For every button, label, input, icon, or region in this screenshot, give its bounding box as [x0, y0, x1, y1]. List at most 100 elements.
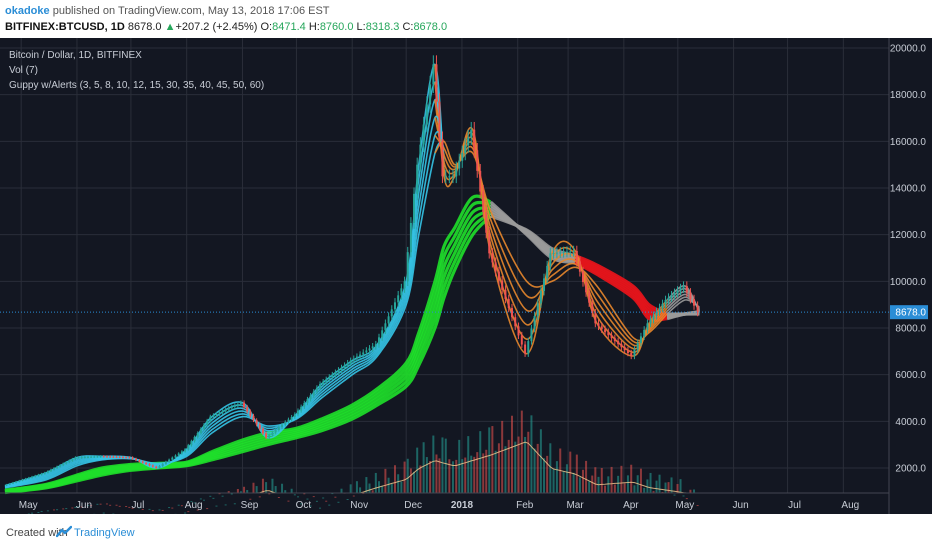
volume-bar	[419, 465, 422, 493]
candle-body	[630, 353, 633, 356]
candle-body	[199, 428, 202, 433]
volume-bar	[432, 435, 435, 493]
candle-body	[409, 223, 412, 253]
legend-volume[interactable]: Vol (7)	[9, 65, 38, 76]
price-chart[interactable]: 2000.0 4000.0 6000.0 8000.0 10000.0 12000.0 14…	[0, 38, 932, 523]
volume-bar	[591, 475, 594, 493]
candle-body	[74, 457, 77, 460]
legend-title[interactable]: Bitcoin / Dollar, 1D, BITFINEX	[9, 50, 142, 61]
volume-bar	[340, 488, 343, 493]
volume-bar	[646, 479, 649, 493]
volume-bar	[312, 496, 315, 498]
time-axis[interactable]: May Jun Jul Aug Sep Oct Nov Dec 2018 Feb Mar Apr May…	[19, 500, 859, 511]
candle-body	[312, 391, 315, 396]
volume-bar	[252, 482, 255, 493]
candle-body	[284, 422, 287, 425]
volume-bar	[655, 480, 658, 493]
candle-body	[334, 372, 337, 375]
candle-body	[655, 311, 658, 316]
candle-body	[476, 150, 479, 171]
candle-body	[658, 307, 661, 312]
chart-area[interactable]: 2000.0 4000.0 6000.0 8000.0 10000.0 12000.0 14…	[0, 38, 932, 523]
volume-bar	[184, 512, 187, 514]
quote-line: BITFINEX:BTCUSD, 1D 8678.0 ▲+207.2 (+2.4…	[5, 21, 447, 33]
volume-bar	[578, 477, 581, 493]
candle-body	[562, 252, 565, 253]
volume-bar	[243, 486, 246, 493]
candle-body	[261, 428, 264, 434]
volume-bar	[37, 511, 40, 513]
volume-bar	[667, 482, 670, 493]
x-tick-label: Apr	[623, 500, 639, 511]
legend-guppy[interactable]: Guppy w/Alerts (3, 5, 8, 10, 12, 15, 30,…	[9, 80, 265, 91]
volume-bar	[246, 490, 249, 493]
volume-bar	[639, 468, 642, 493]
candle-body	[340, 367, 343, 370]
candle-body	[15, 481, 18, 483]
volume-bar	[676, 484, 679, 493]
change-value: +207.2 (+2.45%)	[175, 21, 258, 33]
candle-body	[174, 455, 177, 458]
candle-body	[491, 253, 494, 263]
volume-bar	[600, 468, 603, 493]
volume-bar	[633, 485, 636, 493]
author-link[interactable]: okadoke	[5, 5, 50, 17]
candle-body	[470, 129, 473, 138]
volume-bar	[549, 443, 552, 493]
candle-body	[555, 252, 558, 254]
candle-body	[43, 472, 46, 474]
candle-body	[258, 424, 261, 429]
candle-body	[652, 315, 655, 320]
candle-body	[249, 411, 252, 416]
candle-body	[319, 384, 322, 388]
volume-bar	[62, 508, 65, 510]
volume-bar	[530, 415, 533, 493]
volume-bar	[539, 429, 542, 493]
candle-body	[155, 466, 158, 468]
candle-body	[24, 478, 27, 480]
volume-bar	[673, 494, 676, 496]
candle-body	[128, 457, 131, 459]
volume-bar	[510, 415, 513, 493]
volume-bar	[239, 491, 242, 493]
volume-bar	[435, 454, 438, 493]
candle-body	[252, 415, 255, 421]
volume-bar	[643, 487, 646, 493]
candle-body	[461, 153, 464, 161]
candle-body	[246, 407, 249, 412]
candle-body	[575, 251, 578, 262]
candle-body	[520, 335, 523, 345]
volume-bar	[527, 431, 530, 493]
candle-body	[390, 309, 393, 317]
x-tick-label: Jun	[76, 500, 92, 511]
volume-bar	[546, 455, 549, 493]
candle-body	[527, 341, 530, 354]
candle-body	[546, 265, 549, 279]
volume-bar	[458, 439, 461, 493]
symbol-label[interactable]: BITFINEX:BTCUSD, 1D	[5, 21, 125, 33]
candle-body	[40, 473, 43, 475]
volume-bar	[131, 507, 134, 509]
tradingview-brand-link[interactable]: TradingView	[74, 527, 135, 539]
candle-body	[230, 406, 233, 409]
candle-body	[572, 251, 575, 252]
volume-bar	[623, 483, 626, 493]
volume-bar	[199, 498, 202, 500]
y-tick-label: 12000.0	[890, 230, 927, 241]
volume-bar	[381, 486, 384, 493]
candle-body	[581, 271, 584, 282]
candle-body	[393, 302, 396, 310]
volume-bar	[271, 478, 274, 493]
fast-ema-line	[4, 115, 445, 488]
volume-bar	[215, 505, 218, 507]
candle-body	[158, 465, 161, 468]
price-axis[interactable]: 2000.0 4000.0 6000.0 8000.0 10000.0 12000.0 14…	[890, 44, 927, 475]
volume-bar	[303, 493, 306, 495]
volume-bar	[524, 436, 527, 493]
volume-bar	[664, 482, 667, 493]
candle-body	[315, 387, 318, 392]
candle-body	[600, 326, 603, 330]
candle-body	[281, 424, 284, 428]
candle-body	[322, 381, 325, 384]
candle-body	[277, 427, 280, 430]
